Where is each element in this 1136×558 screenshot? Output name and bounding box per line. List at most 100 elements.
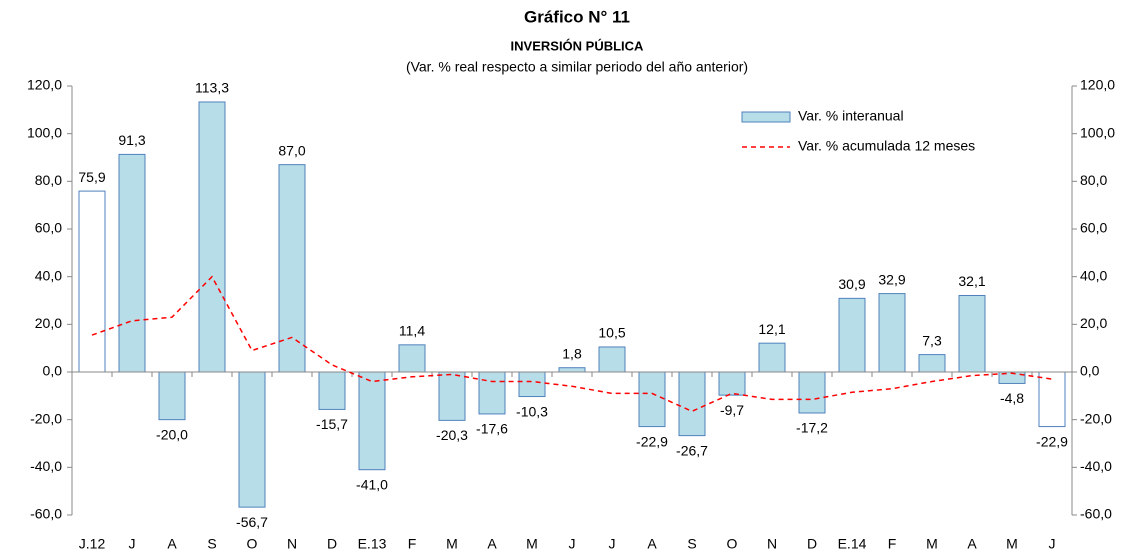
- y-tick-label: 80,0: [35, 172, 62, 188]
- y-tick-label: -40,0: [30, 458, 62, 474]
- bar: [118, 153, 146, 373]
- x-tick-label: A: [487, 536, 497, 552]
- data-label: -26,7: [676, 442, 708, 458]
- x-tick-label: M: [926, 536, 938, 552]
- bar: [798, 371, 826, 414]
- data-label: -20,3: [436, 427, 468, 443]
- x-tick-label: A: [647, 536, 657, 552]
- data-label: -4,8: [1000, 390, 1024, 406]
- data-label: -22,9: [636, 433, 668, 449]
- data-label: -17,2: [796, 420, 828, 436]
- y2-tick-label: 120,0: [1080, 77, 1115, 93]
- bar: [638, 371, 666, 428]
- data-label: -15,7: [316, 416, 348, 432]
- bar: [718, 371, 746, 396]
- bar: [918, 354, 946, 373]
- y2-tick-label: 80,0: [1080, 172, 1107, 188]
- y-tick-label: -20,0: [30, 410, 62, 426]
- bar: [398, 344, 426, 373]
- x-tick-label: A: [967, 536, 977, 552]
- y2-tick-label: 40,0: [1080, 267, 1107, 283]
- y2-tick-label: -60,0: [1080, 506, 1112, 522]
- bar: [958, 294, 986, 373]
- bar: [78, 190, 106, 373]
- x-tick-label: J: [569, 536, 576, 552]
- chart-note: (Var. % real respecto a similar periodo …: [406, 59, 748, 75]
- bar: [758, 342, 786, 373]
- x-tick-label: S: [687, 536, 696, 552]
- x-tick-label: M: [526, 536, 538, 552]
- bar: [1038, 371, 1066, 428]
- y2-tick-label: 60,0: [1080, 220, 1107, 236]
- line: [91, 275, 1053, 413]
- y2-tick-label: -40,0: [1080, 458, 1112, 474]
- x-tick-label: J.12: [79, 536, 106, 552]
- data-label: -56,7: [236, 514, 268, 530]
- y-tick-label: 20,0: [35, 315, 62, 331]
- data-label: -17,6: [476, 421, 508, 437]
- legend-label: Var. % interanual: [798, 108, 904, 124]
- data-label: 11,4: [399, 323, 425, 339]
- bar: [598, 346, 626, 373]
- data-label: 91,3: [118, 132, 145, 148]
- y-tick-label: 100,0: [27, 124, 62, 140]
- y2-tick-label: 20,0: [1080, 315, 1107, 331]
- y-tick-label: 60,0: [35, 220, 62, 236]
- x-tick-label: S: [207, 536, 216, 552]
- bar: [238, 371, 266, 508]
- x-tick-label: E.13: [358, 536, 387, 552]
- data-label: -22,9: [1036, 433, 1068, 449]
- y-tick-label: 0,0: [43, 363, 63, 379]
- bar: [438, 371, 466, 421]
- chart-subtitle: INVERSIÓN PÚBLICA: [511, 38, 645, 53]
- y-tick-label: 40,0: [35, 267, 62, 283]
- y-tick-label: -60,0: [30, 506, 62, 522]
- data-label: 32,1: [958, 273, 985, 289]
- bar: [158, 371, 186, 421]
- data-label: 87,0: [278, 142, 305, 158]
- data-label: 32,9: [878, 271, 905, 287]
- bar: [518, 371, 546, 398]
- y2-tick-label: 0,0: [1080, 363, 1100, 379]
- bar: [558, 367, 586, 373]
- bar: [358, 371, 386, 471]
- data-label: -20,0: [156, 426, 188, 442]
- x-tick-label: F: [888, 536, 897, 552]
- x-tick-label: F: [408, 536, 417, 552]
- x-tick-label: N: [767, 536, 777, 552]
- bar: [838, 297, 866, 373]
- x-tick-label: J: [1049, 536, 1056, 552]
- data-label: 75,9: [78, 169, 105, 185]
- data-label: 7,3: [922, 332, 942, 348]
- chart-title: Gráfico N° 11: [524, 7, 630, 26]
- x-tick-label: J: [609, 536, 616, 552]
- data-label: 10,5: [598, 325, 625, 341]
- data-label: 30,9: [838, 276, 865, 292]
- legend-swatch: [741, 111, 791, 123]
- y-tick-label: 120,0: [27, 77, 62, 93]
- legend-label: Var. % acumulada 12 meses: [798, 138, 975, 154]
- y2-tick-label: -20,0: [1080, 410, 1112, 426]
- data-label: -10,3: [516, 403, 548, 419]
- data-label: -9,7: [720, 402, 744, 418]
- x-tick-label: N: [287, 536, 297, 552]
- bar: [198, 101, 226, 373]
- data-label: 12,1: [758, 321, 785, 337]
- data-label: -41,0: [356, 476, 388, 492]
- y2-tick-label: 100,0: [1080, 124, 1115, 140]
- data-label: 113,3: [195, 80, 229, 96]
- x-tick-label: D: [807, 536, 817, 552]
- bar: [878, 293, 906, 373]
- x-tick-label: M: [1006, 536, 1018, 552]
- bar: [318, 371, 346, 410]
- x-tick-label: A: [167, 536, 177, 552]
- x-tick-label: O: [247, 536, 258, 552]
- x-tick-label: M: [446, 536, 458, 552]
- x-tick-label: E.14: [838, 536, 867, 552]
- x-tick-label: J: [129, 536, 136, 552]
- data-label: 1,8: [562, 345, 582, 361]
- x-tick-label: D: [327, 536, 337, 552]
- bar: [478, 371, 506, 415]
- x-tick-label: O: [727, 536, 738, 552]
